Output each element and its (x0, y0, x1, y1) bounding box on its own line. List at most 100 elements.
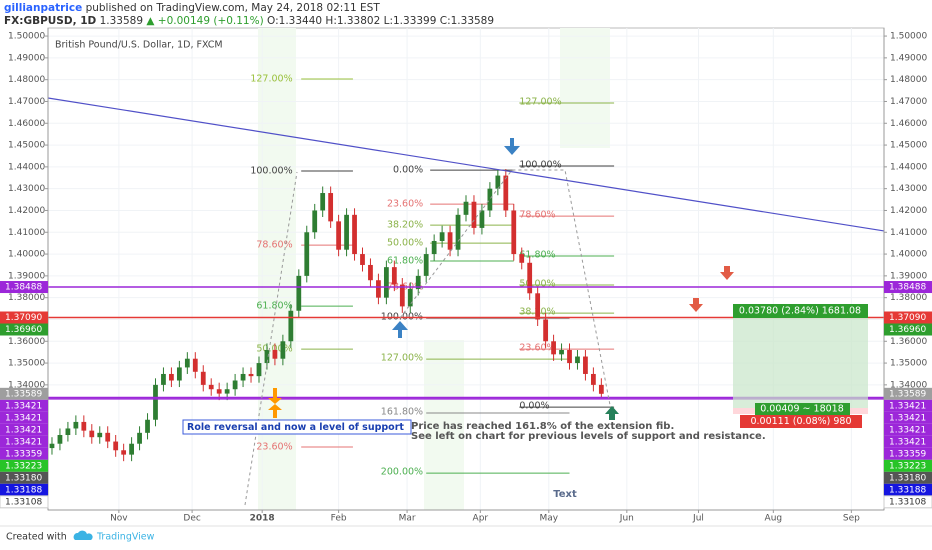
price-label: 1.33188 (5, 485, 42, 495)
candle-body (391, 267, 397, 285)
candle-body (65, 428, 71, 436)
candle-body (248, 373, 254, 377)
y-tick-label: 1.34000 (8, 380, 45, 390)
published: published on TradingView.com, May 24, 20… (86, 2, 381, 14)
x-tick-label: Aug (765, 514, 783, 524)
candle-body (407, 288, 413, 307)
candle-body (336, 221, 341, 250)
candle-body (200, 371, 206, 385)
y-tick-label: 1.45000 (890, 141, 927, 151)
price-label-box (0, 323, 48, 336)
fib-label: 50.00% (519, 279, 555, 290)
y-tick-label: 1.35000 (8, 359, 45, 369)
y-tick-label: 1.38000 (8, 293, 45, 303)
candle-body (487, 188, 493, 211)
fib-label: 161.80% (381, 406, 423, 417)
candle-body (423, 254, 429, 276)
price-label: 1.33223 (5, 461, 42, 471)
y-tick-label: 1.46000 (8, 119, 45, 129)
y-tick-label: 1.38000 (890, 293, 927, 303)
price-lines (47, 97, 885, 400)
price-label-box (0, 483, 48, 496)
y-tick-label: 1.42000 (8, 206, 45, 216)
arrow-down (268, 388, 282, 404)
arrow-up (392, 321, 408, 338)
candle-body (431, 240, 437, 255)
price-label-box (0, 423, 48, 436)
candle-body (535, 293, 541, 320)
fib-label: 100.00% (519, 159, 561, 170)
fib-label: 23.60% (256, 441, 292, 452)
arrow-up (268, 404, 282, 418)
position-profit (733, 306, 868, 408)
price-label-box (0, 495, 49, 509)
fib-label: 200.00% (381, 467, 423, 478)
candle-body (192, 358, 198, 372)
candle-body (447, 232, 453, 250)
candle-body (344, 214, 349, 250)
price-label: 1.36960 (5, 325, 42, 335)
fib-label: 61.80% (387, 256, 423, 267)
support-note-box (182, 419, 412, 435)
session-shade (258, 28, 296, 510)
candle-body (455, 214, 461, 250)
candle-body (89, 430, 95, 438)
y-tick-label: 1.43000 (8, 184, 45, 194)
candle-body (105, 432, 111, 442)
arrow-down (504, 138, 520, 155)
candle-body (583, 356, 588, 374)
arrow-down (689, 298, 703, 312)
fib-label: 23.60% (519, 343, 555, 354)
candle-body (208, 384, 214, 390)
price-label: 1.33421 (5, 425, 42, 435)
price-label: 1.33589 (5, 389, 42, 399)
candle-body (527, 262, 533, 294)
chart-title: British Pound/U.S. Dollar, 1D, FXCM (55, 40, 223, 51)
change: ▲ +0.00149 (+0.11%) (146, 15, 263, 27)
candle-body (240, 373, 246, 381)
y-tick-label: 1.41000 (8, 228, 45, 238)
price-label: 1.33223 (889, 461, 926, 471)
candle-body (559, 349, 564, 355)
candle-body (304, 232, 310, 276)
y-tick-label: 1.39000 (8, 271, 45, 281)
x-tick-label: Feb (331, 514, 347, 524)
candle-body (567, 349, 572, 364)
candle-body (511, 210, 517, 255)
candle-body (296, 275, 302, 311)
price-label-box (884, 311, 932, 324)
candle-body (399, 284, 405, 307)
position-mid: 0.00409 ~ 18018 (760, 404, 844, 415)
price-label: 1.33180 (5, 473, 42, 483)
y-tick-label: 1.42000 (890, 206, 927, 216)
arrow-down (720, 266, 734, 280)
candle-body (137, 432, 142, 444)
fib-label: 61.80% (519, 250, 555, 261)
fib-label: 127.00% (519, 96, 561, 107)
candle-body (463, 201, 469, 215)
price-label-box (884, 423, 932, 436)
candle-body (73, 421, 79, 429)
candle-body (224, 389, 230, 394)
x-tick-label: Nov (110, 514, 128, 524)
x-tick-label: Dec (183, 514, 200, 524)
zigzag (244, 171, 298, 506)
last: 1.33589 (100, 15, 143, 27)
zigzag (399, 169, 611, 406)
author[interactable]: gillianpatrice (4, 2, 82, 14)
fibonacci: 127.00% 100.00% 78.60% 61.80% 50.00% 23.60% 10… (250, 74, 615, 478)
fib-label: 50.00% (387, 238, 423, 249)
candle-body (57, 435, 63, 444)
price-label-box (884, 483, 932, 496)
x-tick-label: Sep (843, 514, 860, 524)
candle-body (264, 349, 270, 364)
candle-body (129, 443, 134, 455)
axes: 1.50000 1.50000 1.49000 1.49000 1.48000 1.480… (0, 28, 932, 524)
support-note: Role reversal and now a level of support (187, 422, 404, 433)
price-label: 1.33589 (889, 389, 926, 399)
y-tick-label: 1.44000 (8, 162, 45, 172)
price-label: 1.33421 (889, 437, 926, 447)
candle-body (376, 280, 381, 298)
fib-label: 127.00% (381, 353, 423, 364)
footer-brand[interactable]: TradingView (96, 532, 155, 543)
